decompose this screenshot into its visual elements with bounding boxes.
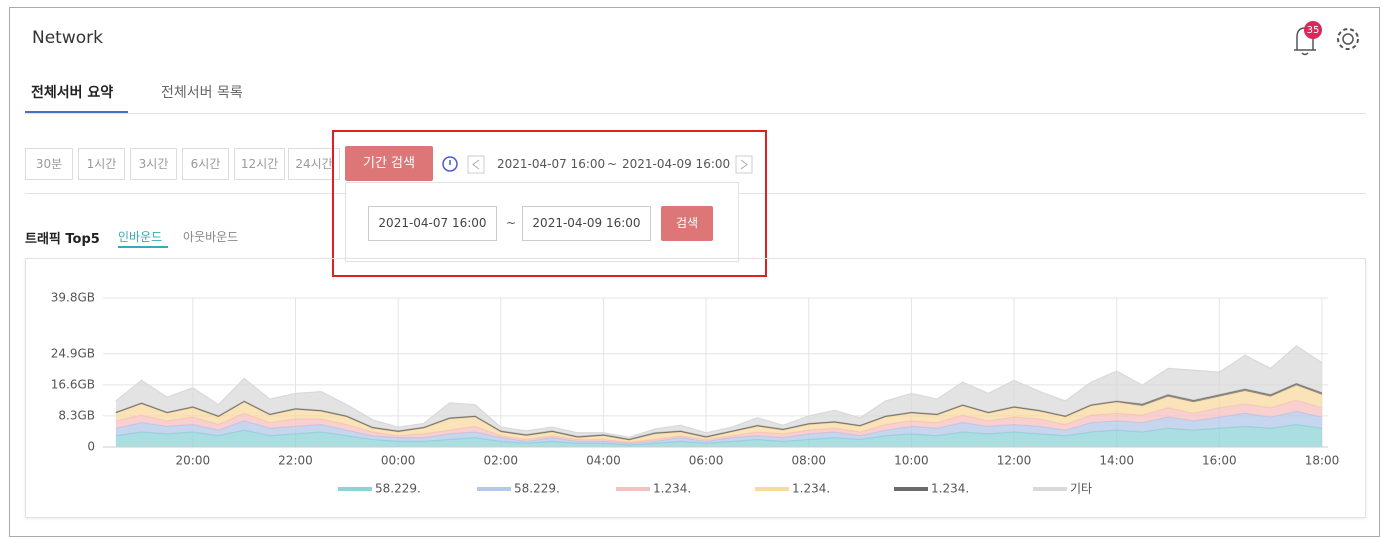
x-tick-label: 06:00	[689, 454, 724, 468]
time-button[interactable]: 30분	[25, 148, 73, 180]
next-button[interactable]	[735, 155, 753, 174]
time-button[interactable]: 6시간	[182, 148, 229, 180]
end-input[interactable]: 2021-04-09 16:00	[522, 206, 651, 241]
x-tick-label: 20:00	[176, 454, 211, 468]
y-tick-label: 39.8GB	[51, 291, 95, 305]
header-icons: 35	[1294, 21, 1359, 56]
legend-label: 1.234.	[931, 482, 969, 496]
panel-sep: ~	[506, 216, 517, 230]
area-line	[115, 382, 1323, 440]
chart-card	[25, 258, 1366, 518]
tab[interactable]: 전체서버 목록	[161, 85, 243, 101]
area-line	[115, 384, 1323, 441]
x-tick-label: 22:00	[278, 454, 313, 468]
area	[115, 345, 1323, 440]
gear-teeth	[1337, 28, 1359, 50]
badge-count: 35	[1307, 25, 1320, 36]
legend-label: 1.234.	[653, 482, 691, 496]
x-tick-label: 12:00	[997, 454, 1032, 468]
y-tick-label: 0	[87, 440, 95, 454]
info-icon[interactable]	[442, 156, 458, 172]
legend-label: 1.234.	[792, 482, 830, 496]
y-tick-label: 24.9GB	[51, 346, 95, 360]
bell-clapper	[1301, 52, 1309, 56]
area	[115, 411, 1323, 446]
tab-underline	[25, 111, 128, 113]
range-sep: ~	[607, 157, 618, 171]
x-tick-label: 18:00	[1305, 454, 1340, 468]
area	[115, 400, 1323, 444]
x-tick-label: 08:00	[791, 454, 826, 468]
next-arrow	[740, 159, 748, 170]
range-controls	[442, 155, 753, 174]
x-tick-label: 10:00	[894, 454, 929, 468]
divider	[25, 113, 1366, 114]
x-tick-label: 02:00	[483, 454, 518, 468]
legend-label: 58.229.	[514, 482, 560, 496]
sub-tab-underline	[118, 246, 168, 248]
area	[115, 385, 1323, 443]
y-tick-label: 16.6GB	[51, 377, 95, 391]
prev-button[interactable]	[467, 155, 485, 174]
range-end: 2021-04-09 16:00	[622, 157, 731, 171]
range-start: 2021-04-07 16:00	[497, 157, 606, 171]
period-button[interactable]: 기간 검색	[345, 146, 433, 181]
tab[interactable]: 전체서버 요약	[31, 85, 114, 101]
sub-tab[interactable]: 인바운드	[118, 230, 163, 244]
x-tick-label: 00:00	[381, 454, 416, 468]
area-line	[115, 345, 1323, 438]
x-tick-label: 04:00	[586, 454, 621, 468]
time-button[interactable]: 3시간	[130, 148, 177, 180]
y-tick-label: 8.3GB	[58, 408, 95, 422]
gear-icon[interactable]	[1342, 33, 1354, 45]
section-title: 트래픽 Top5	[25, 232, 100, 247]
search-button[interactable]: 검색	[661, 206, 713, 241]
x-tick-label: 14:00	[1099, 454, 1134, 468]
chart: 0 8.3GB 16.6GB 24.9GB 39.8GB 20:00 22:00 00:00 0…	[51, 291, 1340, 496]
badge	[1304, 21, 1322, 39]
page-title: Network	[32, 28, 103, 48]
time-button[interactable]: 1시간	[78, 148, 125, 180]
time-button[interactable]: 24시간	[288, 148, 340, 180]
prev-arrow	[472, 159, 480, 170]
time-button[interactable]: 12시간	[234, 148, 285, 180]
legend-label: 기타	[1070, 482, 1092, 496]
start-input[interactable]: 2021-04-07 16:00	[368, 206, 497, 241]
sub-tab[interactable]: 아웃바운드	[183, 230, 239, 244]
highlight-box	[332, 130, 767, 277]
x-tick-label: 16:00	[1202, 454, 1237, 468]
legend-label: 58.229.	[375, 482, 421, 496]
